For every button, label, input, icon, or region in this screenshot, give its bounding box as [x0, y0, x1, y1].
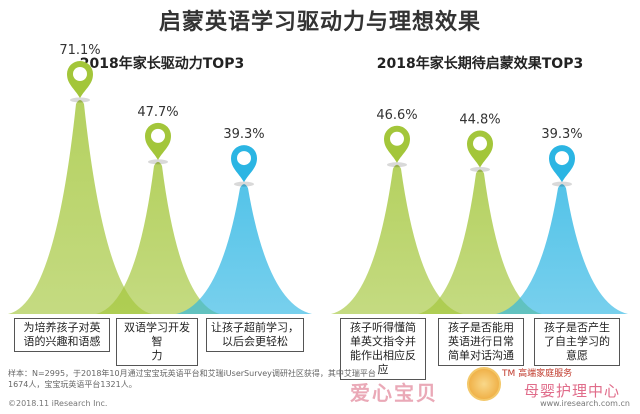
peak-1-2: [496, 184, 628, 314]
pin-shadow-1-2: [552, 181, 572, 187]
peak-0-1: [96, 161, 220, 314]
value-label-0-0: 71.1%: [59, 43, 100, 58]
pin-hole-0-1: [151, 128, 165, 143]
source-url: www.iresearch.com.cn: [540, 399, 630, 408]
watermark-brand: 爱心宝贝: [350, 381, 438, 405]
pin-hole-0-0: [73, 67, 87, 81]
right-chart-title: 2018年家长期待启蒙效果TOP3: [376, 56, 584, 72]
copyright: ©2018.11 iResearch Inc.: [8, 399, 108, 408]
right-label-2: 孩子是否产生 了自主学习的 意愿: [534, 318, 620, 366]
peak-0-0: [8, 100, 152, 314]
sample-note: 样本：N=2995，于2018年10月通过宝宝玩英语平台和艾瑞iUserSurv…: [8, 369, 376, 389]
peak-1-0: [331, 164, 463, 314]
value-label-1-1: 44.8%: [459, 113, 500, 128]
value-label-0-1: 47.7%: [137, 105, 178, 120]
right-label-0: 孩子听得懂简 单英文指令并 能作出相应反应: [340, 318, 426, 380]
value-label-1-0: 46.6%: [376, 108, 417, 123]
watermark-center-name: 母婴护理中心: [524, 382, 621, 400]
left-chart-title: 2018年家长驱动力TOP3: [79, 56, 245, 72]
watermark-tagline: TM 高端家庭服务: [502, 369, 573, 379]
pin-shadow-0-2: [234, 181, 254, 187]
left-label-2: 让孩子超前学习， 以后会更轻松: [206, 318, 304, 352]
peak-0-2: [176, 184, 312, 314]
pin-hole-0-2: [237, 151, 251, 166]
left-label-0: 为培养孩子对英 语的兴趣和语感: [14, 318, 110, 352]
pin-shadow-1-0: [387, 162, 407, 168]
page-title: 启蒙英语学习驱动力与理想效果: [158, 10, 481, 35]
value-label-0-2: 39.3%: [223, 127, 264, 142]
pin-hole-1-0: [390, 131, 404, 146]
pin-shadow-1-1: [470, 167, 490, 173]
value-label-1-2: 39.3%: [541, 127, 582, 142]
left-label-1: 双语学习开发智力: [116, 318, 198, 366]
pin-shadow-0-0: [70, 97, 90, 103]
right-label-1: 孩子是否能用 英语进行日常 简单对话沟通: [438, 318, 524, 366]
pin-hole-1-2: [555, 151, 569, 166]
watermark-logo: [467, 367, 501, 401]
pin-hole-1-1: [473, 136, 487, 151]
pin-shadow-0-1: [148, 159, 168, 165]
peak-1-1: [418, 169, 542, 314]
